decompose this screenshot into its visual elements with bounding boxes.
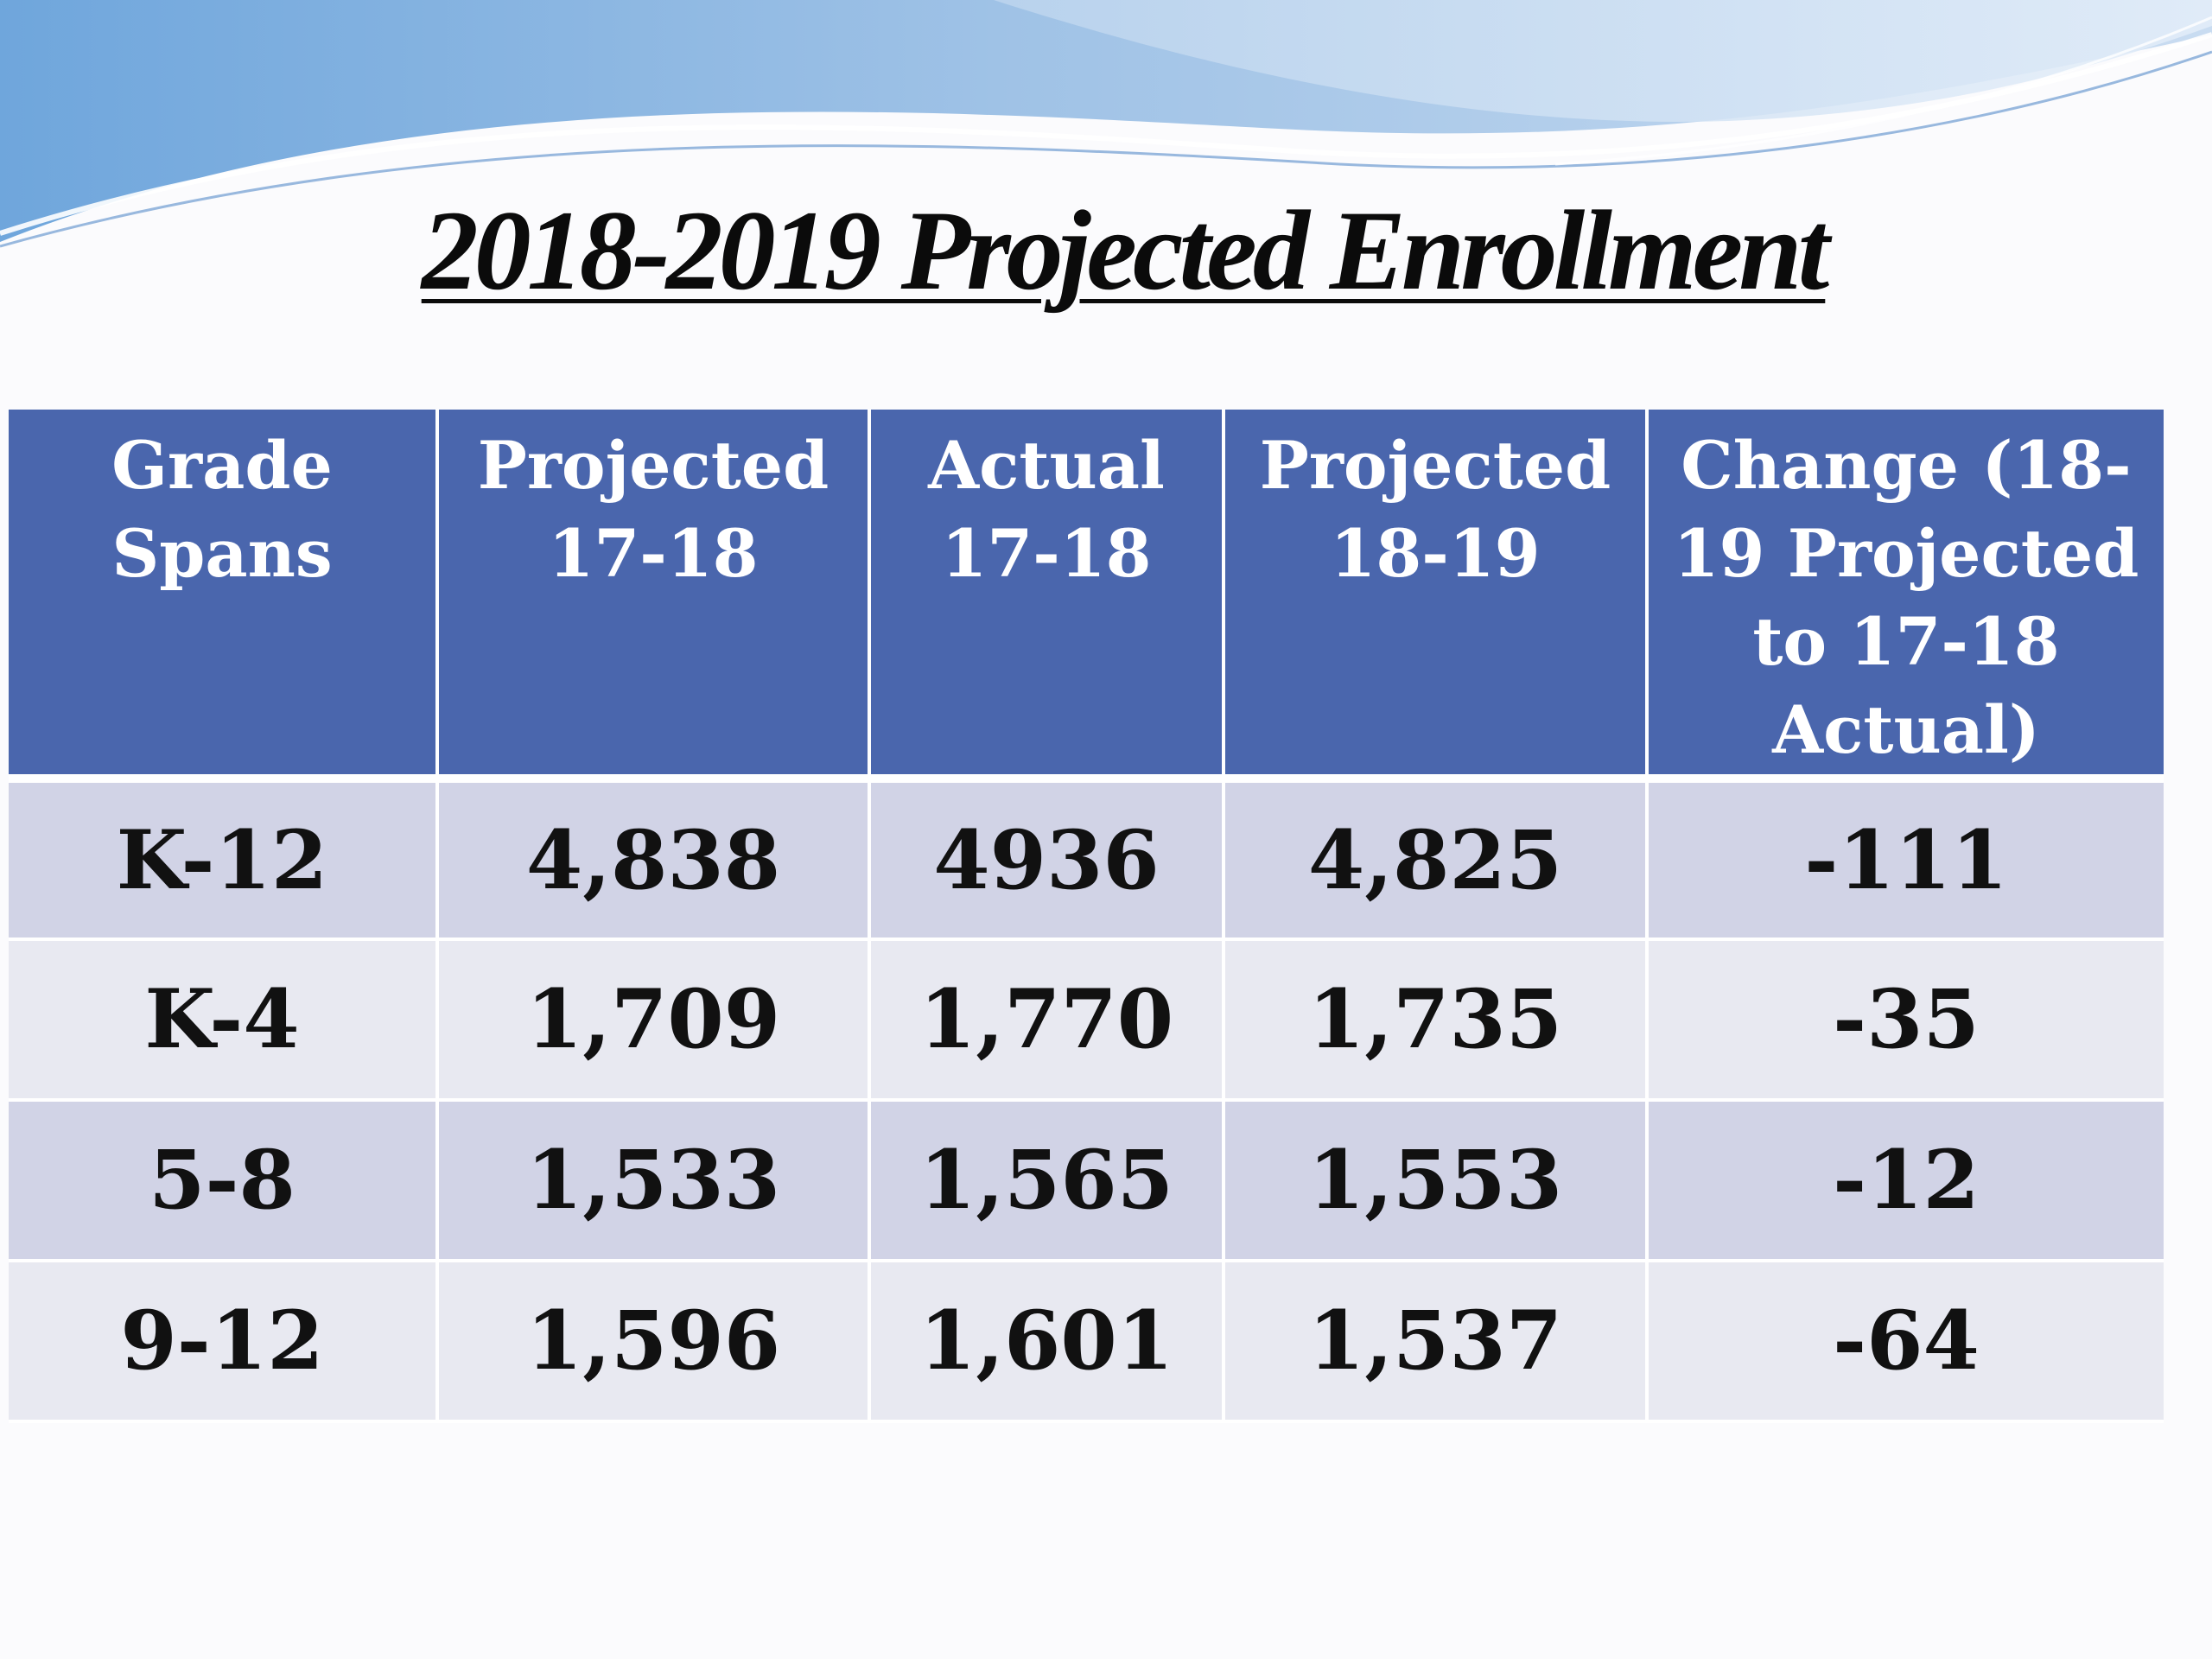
column-header-projected-18-19: Projected 18-19 (1224, 410, 1649, 783)
enrollment-table: Grade Spans Projected 17-18 Actual 17-18… (9, 410, 2164, 1423)
table-row: 9-12 1,596 1,601 1,537 -64 (9, 1261, 2164, 1423)
change-cell: -35 (1647, 939, 2164, 1102)
actual-17-18-cell: 4936 (869, 779, 1225, 941)
grade-span-cell: K-4 (9, 939, 439, 1102)
projected-17-18-cell: 1,533 (437, 1100, 871, 1262)
grade-span-cell: K-12 (9, 779, 439, 941)
decorative-wave-banner (0, 0, 2212, 248)
change-cell: -64 (1647, 1261, 2164, 1423)
grade-span-cell: 5-8 (9, 1100, 439, 1262)
change-cell: -111 (1647, 779, 2164, 941)
projected-17-18-cell: 1,709 (437, 939, 871, 1102)
projected-18-19-cell: 1,553 (1224, 1100, 1649, 1262)
projected-17-18-cell: 1,596 (437, 1261, 871, 1423)
table-header-row: Grade Spans Projected 17-18 Actual 17-18… (9, 410, 2164, 783)
actual-17-18-cell: 1,565 (869, 1100, 1225, 1262)
column-header-grade-spans: Grade Spans (9, 410, 439, 783)
change-cell: -12 (1647, 1100, 2164, 1262)
actual-17-18-cell: 1,601 (869, 1261, 1225, 1423)
slide-title: 2018-2019 Projected Enrollment (421, 187, 1830, 314)
grade-span-cell: 9-12 (9, 1261, 439, 1423)
column-header-actual-17-18: Actual 17-18 (869, 410, 1225, 783)
projected-18-19-cell: 1,735 (1224, 939, 1649, 1102)
actual-17-18-cell: 1,770 (869, 939, 1225, 1102)
column-header-projected-17-18: Projected 17-18 (437, 410, 871, 783)
table-row: K-12 4,838 4936 4,825 -111 (9, 779, 2164, 941)
table-row: K-4 1,709 1,770 1,735 -35 (9, 939, 2164, 1102)
column-header-change: Change (18-19 Projected to 17-18 Actual) (1647, 410, 2164, 783)
projected-18-19-cell: 1,537 (1224, 1261, 1649, 1423)
projected-17-18-cell: 4,838 (437, 779, 871, 941)
projected-18-19-cell: 4,825 (1224, 779, 1649, 941)
table-row: 5-8 1,533 1,565 1,553 -12 (9, 1100, 2164, 1262)
